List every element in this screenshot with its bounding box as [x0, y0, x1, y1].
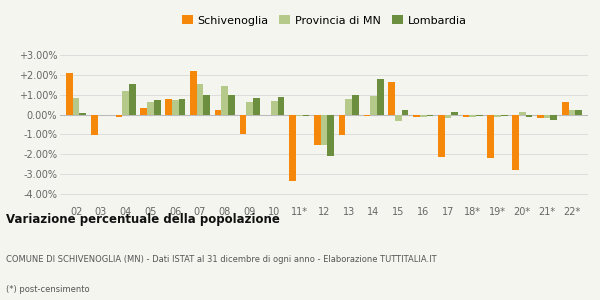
Bar [190, 71, 197, 115]
Bar [550, 115, 557, 119]
Bar [289, 115, 296, 181]
Bar [179, 99, 185, 115]
Bar [501, 115, 508, 116]
Bar [147, 102, 154, 115]
Bar [339, 115, 346, 135]
Bar [79, 112, 86, 115]
Bar [320, 115, 328, 146]
Bar [544, 115, 550, 118]
Bar [172, 100, 179, 115]
Bar [427, 115, 433, 116]
Bar [370, 96, 377, 115]
Bar [469, 115, 476, 116]
Bar [364, 115, 370, 116]
Bar [278, 97, 284, 115]
Bar [221, 86, 228, 115]
Bar [165, 99, 172, 115]
Bar [197, 84, 203, 115]
Bar [413, 115, 420, 116]
Bar [302, 115, 309, 116]
Bar [116, 115, 122, 116]
Bar [562, 102, 569, 115]
Bar [203, 95, 210, 115]
Bar [73, 98, 79, 115]
Bar [215, 110, 221, 115]
Bar [129, 84, 136, 115]
Legend: Schivenoglia, Provincia di MN, Lombardia: Schivenoglia, Provincia di MN, Lombardia [177, 11, 471, 30]
Bar [253, 98, 260, 115]
Bar [346, 99, 352, 115]
Bar [402, 110, 409, 115]
Bar [328, 115, 334, 156]
Bar [271, 101, 278, 115]
Bar [246, 102, 253, 115]
Bar [140, 108, 147, 115]
Bar [476, 115, 483, 116]
Bar [569, 110, 575, 115]
Bar [377, 79, 383, 115]
Bar [512, 115, 519, 170]
Text: COMUNE DI SCHIVENOGLIA (MN) - Dati ISTAT al 31 dicembre di ogni anno - Elaborazi: COMUNE DI SCHIVENOGLIA (MN) - Dati ISTAT… [6, 255, 437, 264]
Bar [575, 110, 582, 115]
Bar [526, 115, 532, 116]
Bar [438, 115, 445, 157]
Bar [451, 112, 458, 115]
Bar [388, 82, 395, 115]
Bar [122, 91, 129, 115]
Bar [228, 95, 235, 115]
Bar [91, 115, 98, 135]
Text: Variazione percentuale della popolazione: Variazione percentuale della popolazione [6, 213, 280, 226]
Bar [395, 115, 402, 121]
Bar [463, 115, 469, 116]
Bar [519, 112, 526, 115]
Text: (*) post-censimento: (*) post-censimento [6, 285, 89, 294]
Bar [352, 95, 359, 115]
Bar [314, 115, 320, 146]
Bar [445, 115, 451, 118]
Bar [154, 100, 161, 115]
Bar [66, 74, 73, 115]
Bar [537, 115, 544, 118]
Bar [420, 115, 427, 116]
Bar [494, 115, 501, 116]
Bar [296, 115, 302, 116]
Bar [239, 115, 246, 134]
Bar [487, 115, 494, 158]
